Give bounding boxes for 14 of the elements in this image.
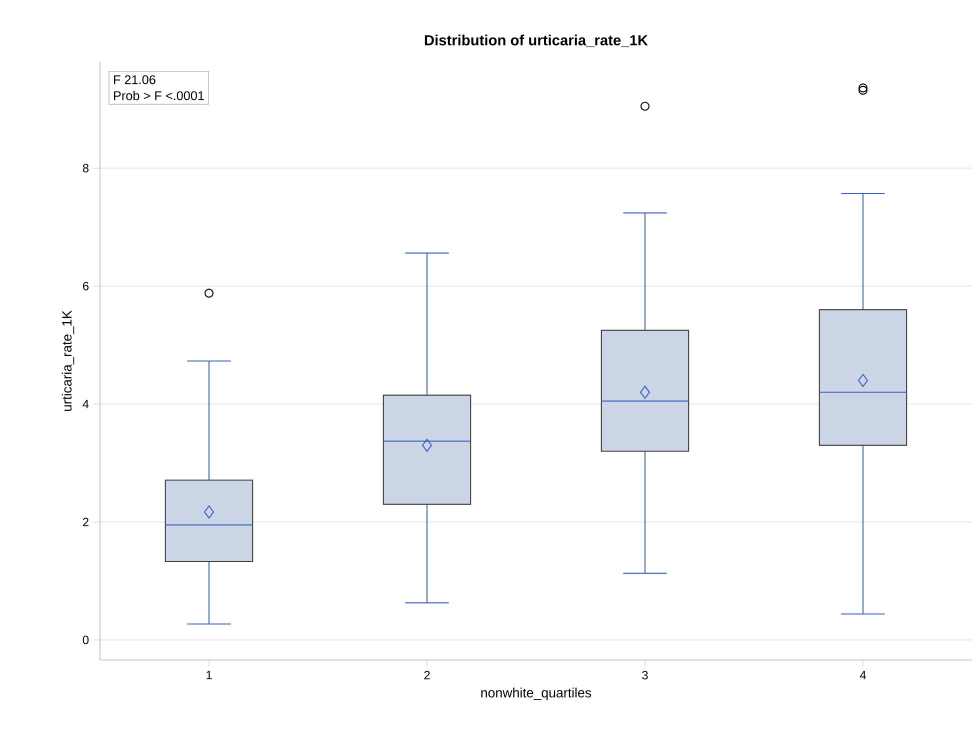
y-tick-label: 0 <box>82 636 89 644</box>
annotation: F 21.06 <box>114 75 156 84</box>
y-tick-label: 4 <box>82 400 89 408</box>
x-tick-label: 2 <box>424 670 430 680</box>
annotation: Prob > F <.0001 <box>114 90 204 100</box>
chart-title: Distribution of urticaria_rate_1K <box>424 34 648 48</box>
y-tick-label: 2 <box>83 518 88 526</box>
x-tick-label: 1 <box>206 670 212 680</box>
y-tick-label: 6 <box>83 282 89 290</box>
y-axis-title: urticaria_rate_1K <box>62 310 74 411</box>
y-tick-label: 8 <box>82 164 89 172</box>
x-axis-title: nonwhite_quartiles <box>481 688 592 700</box>
x-tick-label: 4 <box>860 670 866 680</box>
x-tick-label: 3 <box>642 670 648 680</box>
